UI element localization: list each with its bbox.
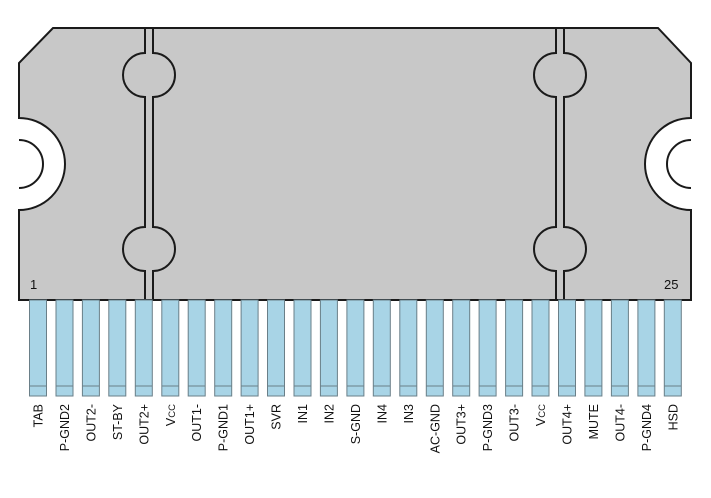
right-mounting-notch — [666, 139, 692, 189]
pin-10 — [267, 299, 285, 397]
pin-8 — [214, 299, 233, 397]
pin-6-label: VCC — [164, 404, 178, 426]
pin-23-label: OUT4- — [613, 404, 627, 442]
pin-13-label: S-GND — [349, 404, 363, 444]
pin-13 — [346, 299, 365, 397]
pin-16 — [425, 299, 444, 397]
pins — [29, 299, 682, 397]
left-mounting-notch — [18, 139, 44, 189]
pin-19-label: OUT3- — [508, 404, 522, 442]
pin-21-label: OUT4+ — [561, 404, 575, 445]
pin-25-label: HSD — [666, 404, 680, 430]
pin-3-label: OUT2- — [84, 404, 98, 442]
pin-16-label: AC-GND — [428, 404, 442, 453]
pin-11 — [293, 299, 312, 397]
pin-23 — [610, 299, 629, 397]
pin-7 — [187, 299, 206, 397]
pin-17-label: OUT3+ — [455, 404, 469, 445]
pin-15 — [399, 299, 418, 397]
pin-2-label: P-GND2 — [58, 404, 72, 451]
pin-9 — [240, 299, 259, 397]
pin-3 — [81, 299, 100, 397]
pin-1-label: TAB — [32, 404, 46, 427]
pin-2 — [55, 299, 74, 397]
pin-25-number: 25 — [664, 277, 678, 292]
pin-18 — [478, 299, 497, 397]
pin-4 — [108, 299, 127, 397]
pin-5-label: OUT2+ — [137, 404, 151, 445]
left-heatsink-groove — [122, 28, 176, 300]
pin-11-label: IN1 — [296, 404, 310, 424]
pin-14-label: IN4 — [375, 404, 389, 424]
pin-18-label: P-GND3 — [481, 404, 495, 451]
pin-20 — [531, 299, 550, 397]
pin-24 — [637, 299, 656, 397]
pin-8-label: P-GND1 — [217, 404, 231, 451]
pin-10-label: SVR — [270, 404, 284, 430]
pin-14 — [372, 299, 391, 397]
right-heatsink-groove — [533, 28, 587, 300]
pin-7-label: OUT1- — [190, 404, 204, 442]
pin-1 — [29, 299, 47, 397]
pin-labels: TAB P-GND2 OUT2- ST-BY OUT2+ VCC OUT1- P-GND1 OU… — [32, 403, 681, 453]
pin-9-label: OUT1+ — [243, 404, 257, 445]
pin-4-label: ST-BY — [111, 403, 125, 440]
pin-22 — [584, 299, 603, 397]
pin-15-label: IN3 — [402, 404, 416, 424]
pin-5 — [134, 299, 153, 397]
pin-24-label: P-GND4 — [640, 404, 654, 451]
pin-17 — [452, 299, 471, 397]
pin-1-number: 1 — [30, 277, 37, 292]
pin-20-label: VCC — [534, 404, 548, 426]
pin-22-label: MUTE — [587, 404, 601, 439]
package-body — [18, 27, 692, 301]
pin-12-label: IN2 — [322, 404, 336, 424]
pin-12 — [319, 299, 338, 397]
pin-19 — [505, 299, 524, 397]
pin-6 — [161, 299, 180, 397]
pin-25 — [663, 299, 682, 397]
pin-21 — [558, 299, 576, 397]
